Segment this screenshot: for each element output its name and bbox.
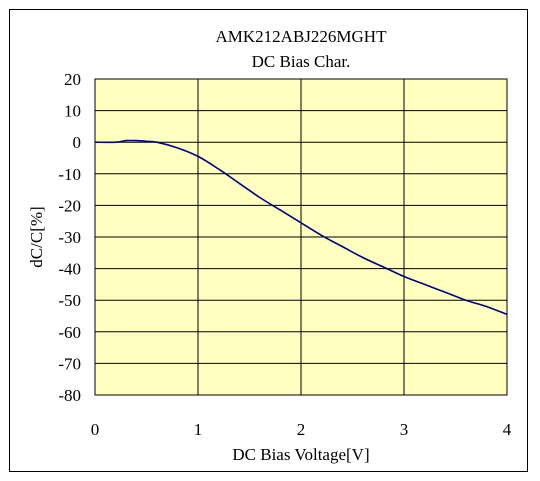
y-tick-label: -80 [58, 386, 81, 405]
x-tick-label: 2 [297, 420, 306, 439]
chart-subtitle: DC Bias Char. [252, 52, 351, 71]
x-tick-label: 4 [503, 420, 512, 439]
grid-lines [95, 79, 507, 395]
chart-title: AMK212ABJ226MGHT [216, 27, 388, 46]
y-tick-label: -40 [58, 260, 81, 279]
y-tick-label: 0 [73, 133, 82, 152]
y-tick-label: -20 [58, 196, 81, 215]
y-tick-label: -10 [58, 165, 81, 184]
y-tick-label: -70 [58, 354, 81, 373]
y-axis-label: dC/C[%] [27, 206, 46, 267]
x-tick-label: 0 [91, 420, 100, 439]
x-tick-label: 3 [400, 420, 409, 439]
y-tick-label: 10 [64, 102, 81, 121]
series-line [94, 139, 508, 316]
y-tick-label: -60 [58, 323, 81, 342]
x-axis-label: DC Bias Voltage[V] [232, 445, 369, 464]
x-tick-labels: 0 1 2 3 4 [91, 420, 512, 439]
y-tick-label: -30 [58, 228, 81, 247]
y-tick-labels: 20 10 0 -10 -20 -30 -40 -50 -60 -70 -80 [58, 70, 81, 405]
x-tick-label: 1 [194, 420, 203, 439]
y-tick-label: -50 [58, 291, 81, 310]
y-tick-label: 20 [64, 70, 81, 89]
